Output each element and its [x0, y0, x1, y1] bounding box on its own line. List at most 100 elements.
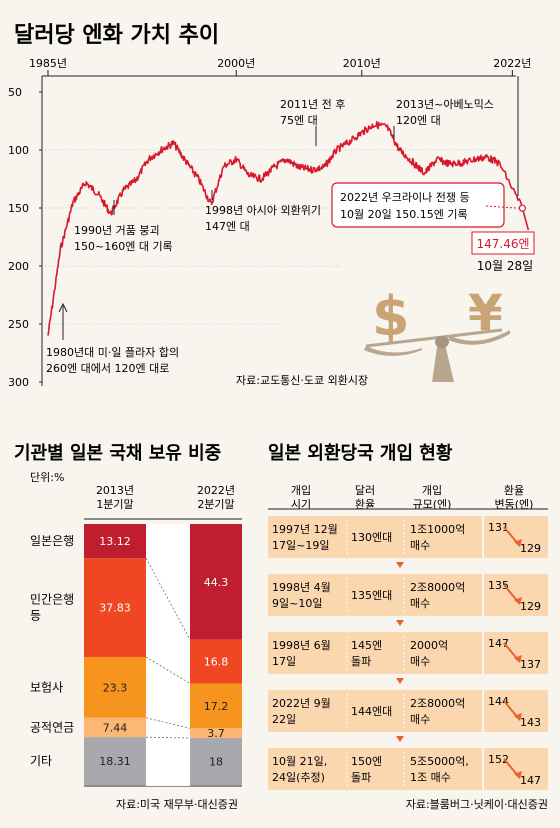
- y-tick-label: 50: [8, 86, 22, 99]
- table-header: 달러 환율: [355, 484, 375, 511]
- yen-value-line: [47, 121, 524, 336]
- annotation-abenomics: 2013년~아베노믹스 120엔 대: [396, 98, 494, 127]
- table-header: 환율 변동(엔): [495, 484, 534, 511]
- series-name-label: 보험사: [30, 680, 63, 694]
- bar-value-label: 16.8: [204, 656, 229, 669]
- final-drop-line: [521, 207, 530, 231]
- right-source: 자료:블룸버그·닛케이·대신증권: [406, 798, 548, 811]
- segment-connector: [145, 736, 191, 739]
- final-value-label: 147.46엔: [476, 237, 529, 251]
- rate-arrow-head: [514, 655, 522, 663]
- cell-period: 1998년 6월 17일: [272, 639, 331, 668]
- row-box: [268, 748, 482, 790]
- y-tick-label: 100: [8, 144, 29, 157]
- rate-to: 143: [520, 716, 541, 729]
- cell-rate: 130엔대: [351, 531, 392, 544]
- y-tick-label: 300: [8, 376, 29, 389]
- next-row-arrow: [396, 678, 404, 684]
- final-date-label: 10월 28일: [477, 259, 533, 273]
- rate-to: 137: [520, 658, 541, 671]
- right-table-title: 일본 외환당국 개입 현황: [268, 442, 453, 464]
- table-row: 2022년 9월 22일 144엔대 2조8000억 매수 144 143: [268, 690, 548, 732]
- segment-connector: [145, 656, 191, 684]
- svg-text:$: $: [372, 285, 410, 348]
- intervention-table: 개입 시기 달러 환율 개입 규모(엔) 환율 변동(엔) 1997년 12월 17일~19일 13…: [268, 484, 548, 790]
- annotation-leader: [485, 205, 519, 209]
- bar-value-label: 44.3: [204, 576, 229, 589]
- row-box: [268, 632, 482, 674]
- final-value-box: [471, 231, 535, 255]
- cell-period: 1997년 12월 17일~19일: [272, 523, 338, 552]
- annotation-box-2022: [331, 182, 505, 228]
- left-chart-title: 기관별 일본 국채 보유 비중: [14, 443, 221, 464]
- left-source: 자료:미국 재무부·대신증권: [116, 798, 238, 811]
- row-change-box: [484, 632, 548, 674]
- bar-segment: [190, 728, 242, 739]
- cell-period: 1998년 4월 9일~10일: [272, 581, 331, 610]
- bar-value-label: 18.31: [99, 755, 131, 768]
- annotation-plaza: 1980년대 미·일 플라자 합의 260엔 대에서 120엔 대로: [46, 345, 179, 375]
- series-name-label: 기타: [30, 754, 52, 768]
- rate-to: 147: [520, 774, 541, 787]
- rate-from: 147: [488, 637, 509, 650]
- bar-value-label: 17.2: [204, 700, 229, 713]
- row-change-box: [484, 748, 548, 790]
- segment-connector: [145, 717, 191, 729]
- series-name-label: 일본은행: [30, 533, 74, 548]
- bar-segment: [190, 738, 242, 785]
- row-box: [268, 516, 482, 558]
- cell-rate: 144엔대: [351, 705, 392, 718]
- yen-line-layer: [47, 121, 530, 336]
- next-row-arrow: [396, 736, 404, 742]
- rate-to: 129: [520, 600, 541, 613]
- annotation-2022: 2022년 우크라이나 전쟁 등 10월 20일 150.15엔 기록: [340, 191, 470, 221]
- cell-period: 10월 21일, 24일(추정): [272, 754, 327, 784]
- cell-size: 5조5000억, 1조 매수: [410, 755, 469, 784]
- cell-rate: 135엔대: [351, 589, 392, 602]
- annotation-2011: 2011년 전 후 75엔 대: [280, 98, 345, 127]
- row-change-box: [484, 516, 548, 558]
- y-tick-label: 250: [8, 318, 29, 331]
- y-tick-label: 150: [8, 202, 29, 215]
- cell-rate: 150엔 돌파: [351, 755, 382, 784]
- unit-label: 단위:%: [30, 471, 64, 484]
- next-row-arrow: [396, 620, 404, 626]
- cell-size: 1조1000억 매수: [410, 523, 465, 552]
- top-source: 자료:교도통신·도쿄 외환시장: [236, 374, 368, 387]
- bar-segment: [84, 524, 146, 559]
- bar-value-label: 13.12: [99, 535, 131, 548]
- rate-from: 152: [488, 753, 509, 766]
- bar-gap: [146, 524, 190, 786]
- table-row: 10월 21일, 24일(추정) 150엔 돌파 5조5000억, 1조 매수 152 147: [268, 748, 548, 790]
- segment-connector: [145, 558, 191, 640]
- bar-segment: [190, 683, 242, 729]
- x-tick-label: 2010년: [343, 57, 381, 70]
- x-tick-label: 1985년: [29, 57, 67, 70]
- table-header: 개입 규모(엔): [413, 484, 452, 511]
- y-tick-label: 200: [8, 260, 29, 273]
- table-row: 1998년 6월 17일 145엔 돌파 2000억 매수 147 137: [268, 632, 548, 674]
- bar-value-label: 18: [209, 756, 223, 769]
- bar-segment: [84, 656, 146, 718]
- bar-value-label: 7.44: [103, 722, 128, 735]
- peak-point: [518, 204, 526, 212]
- bar-segment: [190, 639, 242, 684]
- table-row: 1998년 4월 9일~10일 135엔대 2조8000억 매수 135 129: [268, 574, 548, 616]
- bar-value-label: 37.83: [99, 602, 131, 615]
- top-annotations: 1980년대 미·일 플라자 합의 260엔 대에서 120엔 대로 1990년 거…: [46, 76, 535, 375]
- row-box: [268, 574, 482, 616]
- top-chart-title: 달러당 엔화 가치 추이: [14, 23, 219, 48]
- bar-category-label: 2013년 1분기말: [96, 484, 134, 511]
- cell-size: 2조8000억 매수: [410, 697, 465, 726]
- annotation-1990: 1990년 거품 붕괴 150~160엔 대 기록: [74, 224, 173, 253]
- rate-arrow-head: [514, 539, 522, 547]
- cell-rate: 145엔 돌파: [351, 639, 382, 668]
- cell-size: 2조8000억 매수: [410, 581, 465, 610]
- bar-segment: [84, 558, 146, 657]
- x-tick-label: 2000년: [217, 57, 255, 70]
- bar-segment: [84, 717, 146, 738]
- row-box: [268, 690, 482, 732]
- rate-from: 131: [488, 521, 509, 534]
- rate-to: 129: [520, 542, 541, 555]
